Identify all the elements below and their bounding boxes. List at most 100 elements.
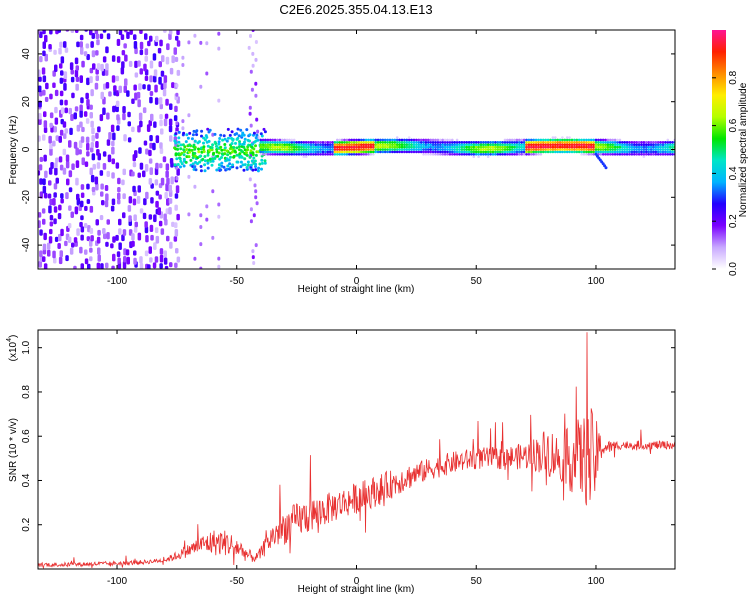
heatmap-cell (263, 130, 267, 134)
heatmap-cell (133, 214, 137, 222)
heatmap-cell (226, 164, 230, 168)
heatmap-cell (453, 153, 456, 156)
heatmap-cell (618, 150, 622, 154)
heatmap-cell (436, 150, 440, 154)
heatmap-cell (179, 143, 183, 147)
heatmap-cell (252, 213, 256, 218)
heatmap-cell (226, 127, 230, 131)
heatmap-cell (120, 34, 125, 40)
heatmap-cell (348, 143, 351, 146)
heatmap-cell (290, 150, 294, 154)
heatmap-cell (395, 143, 399, 146)
heatmap-cell (633, 153, 636, 156)
heatmap-cell (59, 99, 64, 106)
heatmap-cell (352, 141, 356, 144)
heatmap-cell (184, 140, 188, 144)
heatmap-cell (577, 148, 581, 151)
heatmap-cell (231, 137, 235, 141)
heatmap-cell (539, 143, 543, 146)
heatmap-cell (92, 163, 96, 170)
heatmap-cell (668, 141, 672, 144)
heatmap-cell (111, 198, 116, 206)
heatmap-cell (577, 145, 581, 149)
heatmap-cell (388, 141, 392, 144)
heatmap-cell (211, 235, 215, 240)
heatmap-cell (355, 143, 358, 146)
heatmap-cell (554, 148, 557, 151)
heatmap-cell (199, 154, 203, 158)
heatmap-cell (381, 141, 385, 144)
heatmap-cell (606, 145, 610, 149)
heatmap-cell (515, 153, 519, 156)
heatmap-cell (174, 262, 178, 268)
heatmap-cell (503, 138, 507, 142)
heatmap-cell (79, 104, 83, 111)
heatmap-cell (269, 145, 272, 149)
heatmap-cell (63, 83, 67, 91)
heatmap-cell (260, 158, 264, 162)
heatmap-cell (467, 150, 471, 154)
heatmap-cell (537, 143, 540, 146)
heatmap-cell (117, 187, 121, 193)
heatmap-cell (53, 49, 57, 55)
heatmap-cell (506, 145, 509, 149)
heatmap-cell (200, 134, 203, 138)
heatmap-cell (43, 127, 48, 134)
heatmap-cell (372, 150, 375, 154)
heatmap-cell (321, 150, 325, 154)
heatmap-cell (64, 99, 68, 106)
heatmap-cell (455, 148, 459, 151)
heatmap-cell (134, 150, 138, 159)
heatmap-cell (42, 30, 46, 35)
heatmap-cell (498, 143, 502, 146)
heatmap-cell (621, 141, 624, 144)
heatmap-cell (386, 148, 389, 151)
heatmap-cell (338, 138, 341, 142)
heatmap-cell (570, 143, 574, 146)
heatmap-cell (176, 168, 180, 176)
heatmap-cell (202, 141, 205, 145)
heatmap-cell (362, 145, 365, 149)
heatmap-cell (42, 218, 46, 225)
heatmap-cell (218, 137, 222, 140)
heatmap-cell (168, 118, 173, 126)
heatmap-cell (333, 148, 337, 151)
heatmap-cell (508, 141, 512, 144)
snr-scale-base: (x10 (8, 341, 19, 361)
heatmap-cell (379, 138, 382, 142)
heatmap-cell (417, 148, 421, 151)
heatmap-cell (376, 141, 380, 144)
heatmap-cell (163, 75, 168, 83)
heatmap-cell (53, 218, 57, 225)
heatmap-cell (44, 34, 48, 43)
heatmap-cell (362, 141, 365, 144)
heatmap-cell (259, 141, 262, 144)
heatmap-cell (271, 141, 274, 144)
heatmap-cell (193, 139, 197, 143)
heatmap-cell (333, 141, 337, 144)
heatmap-cell (260, 167, 263, 171)
heatmap-cell (659, 150, 662, 154)
heatmap-cell (55, 135, 59, 141)
heatmap-cell (419, 148, 423, 151)
heatmap-cell (611, 145, 614, 149)
heatmap-cell (304, 155, 308, 158)
heatmap-cell (429, 138, 432, 142)
heatmap-cell (314, 141, 318, 144)
heatmap-cell (104, 68, 109, 76)
heatmap-cell (474, 145, 478, 149)
heatmap-cell (203, 155, 207, 158)
heatmap-cell (295, 143, 298, 146)
heatmap-cell (75, 65, 79, 71)
heatmap-cell (530, 153, 533, 156)
heatmap-cell (527, 150, 531, 154)
heatmap-cell (97, 126, 101, 133)
heatmap-cell (215, 148, 219, 151)
heatmap-cell (606, 150, 610, 154)
heatmap-cell (666, 153, 670, 156)
heatmap-cell (652, 148, 655, 151)
heatmap-cell (463, 153, 466, 156)
heatmap-cell (431, 150, 435, 154)
heatmap-cell (381, 145, 385, 149)
heatmap-cell (577, 138, 581, 142)
